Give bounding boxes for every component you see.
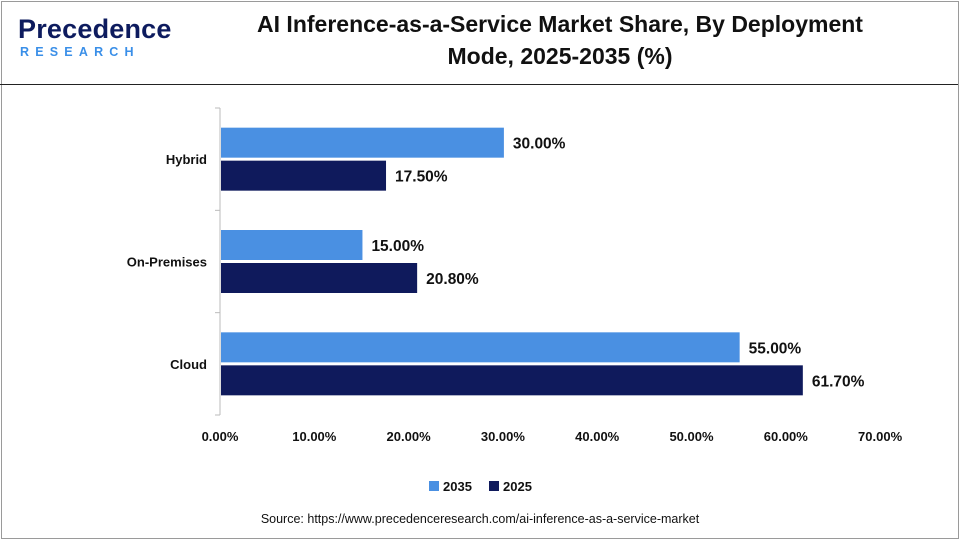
x-tick-label: 10.00% [292, 429, 337, 444]
x-tick-label: 30.00% [481, 429, 526, 444]
bar-2035-on-premises [221, 230, 363, 260]
category-label: Cloud [170, 357, 207, 372]
logo-wordmark: Precedence [18, 14, 172, 44]
data-label: 55.00% [749, 340, 802, 357]
source-note: Source: https://www.precedenceresearch.c… [260, 512, 700, 526]
legend-swatch-2035 [429, 481, 439, 491]
bar-2025-cloud [221, 365, 803, 396]
data-label: 30.00% [513, 136, 566, 153]
chart-title-line-2: Mode, 2025-2035 (%) [447, 43, 673, 69]
bar-2035-cloud [221, 332, 740, 363]
x-tick-label: 40.00% [575, 429, 620, 444]
data-label: 15.00% [371, 238, 424, 255]
legend-label: 2035 [443, 479, 472, 494]
category-label: Hybrid [166, 152, 207, 167]
x-tick-label: 20.00% [387, 429, 432, 444]
x-tick-label: 60.00% [764, 429, 809, 444]
chart-title-line-1: AI Inference-as-a-Service Market Share, … [257, 11, 863, 37]
data-label: 20.80% [426, 271, 479, 288]
chart-title: AI Inference-as-a-Service Market Share, … [180, 8, 940, 72]
precedence-research-logo: Precedence RESEARCH [18, 14, 171, 64]
header: Precedence RESEARCH AI Inference-as-a-Se… [0, 0, 958, 85]
x-tick-label: 70.00% [858, 429, 903, 444]
data-label: 17.50% [395, 169, 448, 186]
legend-swatch-2025 [489, 481, 499, 491]
x-tick-label: 50.00% [669, 429, 714, 444]
bar-2035-hybrid [221, 127, 504, 158]
bar-2025-hybrid [221, 160, 387, 191]
x-tick-label: 0.00% [202, 429, 239, 444]
logo-subtitle: RESEARCH [20, 45, 140, 59]
bar-2025-on-premises [221, 263, 418, 293]
legend-label: 2025 [503, 479, 532, 494]
data-label: 61.70% [812, 373, 865, 390]
category-label: On-Premises [127, 255, 207, 270]
